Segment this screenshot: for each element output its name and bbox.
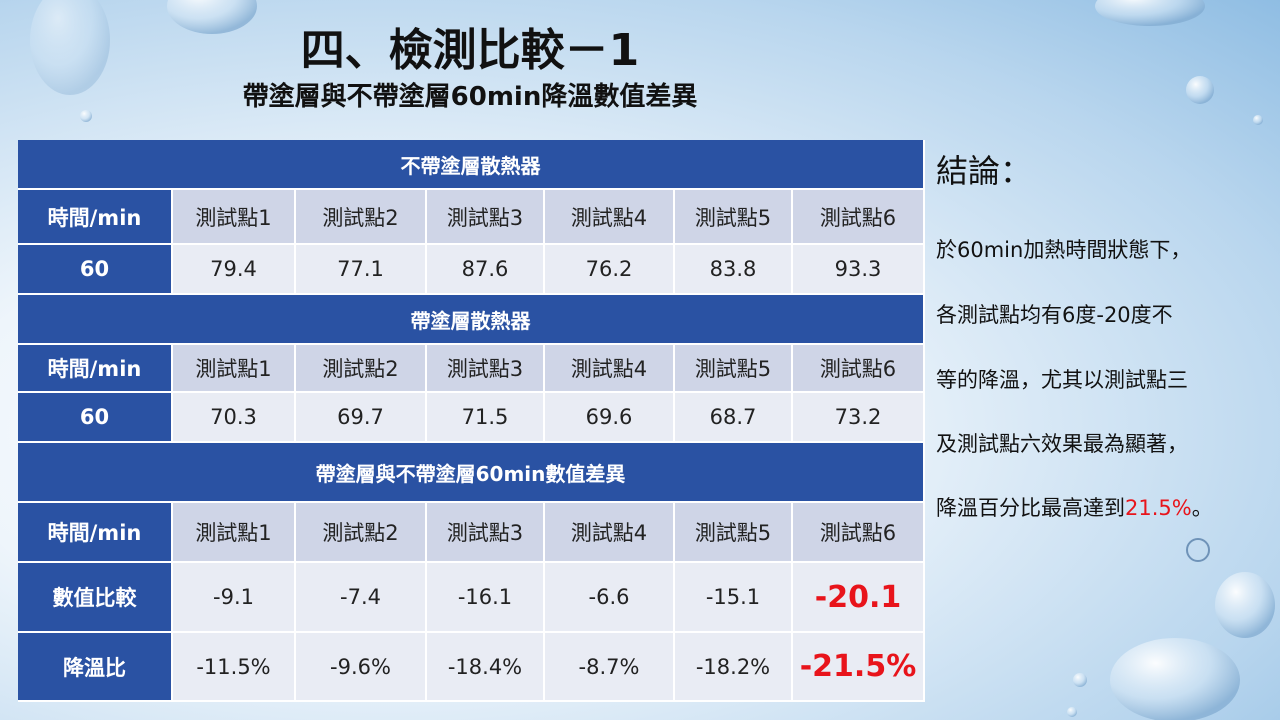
conclusion-line: 各測試點均有6度-20度不 bbox=[936, 303, 1173, 327]
table-cell: 79.4 bbox=[173, 245, 296, 295]
column-header: 測試點2 bbox=[296, 503, 427, 563]
table-cell: -8.7% bbox=[545, 633, 675, 702]
column-header: 測試點6 bbox=[793, 345, 925, 393]
row-label: 60 bbox=[18, 245, 173, 295]
row-label: 數值比較 bbox=[18, 563, 173, 633]
table-cell: -9.6% bbox=[296, 633, 427, 702]
table-cell: -18.2% bbox=[675, 633, 793, 702]
table-cell: 71.5 bbox=[427, 393, 545, 443]
table-cell: -7.4 bbox=[296, 563, 427, 633]
section-title: 帶塗層與不帶塗層60min數值差異 bbox=[18, 443, 925, 503]
row-label: 降溫比 bbox=[18, 633, 173, 702]
column-header: 測試點3 bbox=[427, 190, 545, 245]
column-header: 測試點2 bbox=[296, 190, 427, 245]
conclusion-line: 等的降溫，尤其以測試點三 bbox=[936, 368, 1188, 392]
row-label: 時間/min bbox=[18, 345, 173, 393]
table-cell: 83.8 bbox=[675, 245, 793, 295]
table-cell: 76.2 bbox=[545, 245, 675, 295]
table-cell: -20.1 bbox=[793, 563, 925, 633]
table-cell: 69.6 bbox=[545, 393, 675, 443]
table-cell: -9.1 bbox=[173, 563, 296, 633]
table-cell: 70.3 bbox=[173, 393, 296, 443]
conclusion-heading: 結論： bbox=[936, 152, 1033, 190]
column-header: 測試點4 bbox=[545, 345, 675, 393]
column-header: 測試點2 bbox=[296, 345, 427, 393]
row-label: 60 bbox=[18, 393, 173, 443]
column-header: 測試點3 bbox=[427, 503, 545, 563]
column-header: 測試點4 bbox=[545, 503, 675, 563]
column-header: 測試點5 bbox=[675, 345, 793, 393]
column-header: 測試點5 bbox=[675, 503, 793, 563]
column-header: 測試點4 bbox=[545, 190, 675, 245]
table-cell: -21.5% bbox=[793, 633, 925, 702]
table-cell: -18.4% bbox=[427, 633, 545, 702]
text-span: 降溫百分比最高達到 bbox=[936, 496, 1125, 520]
conclusion-line: 及測試點六效果最為顯著， bbox=[936, 432, 1188, 456]
highlight-value: 21.5% bbox=[1125, 496, 1192, 520]
table-cell: 69.7 bbox=[296, 393, 427, 443]
conclusion-line: 降溫百分比最高達到21.5%。 bbox=[936, 492, 1213, 522]
table-cell: -15.1 bbox=[675, 563, 793, 633]
table-cell: 77.1 bbox=[296, 245, 427, 295]
title: 四、檢測比較－1 bbox=[300, 25, 640, 76]
row-label: 時間/min bbox=[18, 190, 173, 245]
column-header: 測試點5 bbox=[675, 190, 793, 245]
table-cell: 73.2 bbox=[793, 393, 925, 443]
section-title: 不帶塗層散熱器 bbox=[18, 140, 925, 190]
row-label: 時間/min bbox=[18, 503, 173, 563]
column-header: 測試點6 bbox=[793, 190, 925, 245]
conclusion-line: 於60min加熱時間狀態下， bbox=[936, 238, 1192, 262]
column-header: 測試點1 bbox=[173, 503, 296, 563]
column-header: 測試點6 bbox=[793, 503, 925, 563]
table-cell: -6.6 bbox=[545, 563, 675, 633]
table-cell: 87.6 bbox=[427, 245, 545, 295]
table-cell: 68.7 bbox=[675, 393, 793, 443]
column-header: 測試點1 bbox=[173, 190, 296, 245]
subtitle: 帶塗層與不帶塗層60min降溫數值差異 bbox=[242, 82, 698, 112]
text-span: 。 bbox=[1191, 496, 1213, 520]
table-cell: -11.5% bbox=[173, 633, 296, 702]
column-header: 測試點1 bbox=[173, 345, 296, 393]
column-header: 測試點3 bbox=[427, 345, 545, 393]
table-cell: -16.1 bbox=[427, 563, 545, 633]
table-cell: 93.3 bbox=[793, 245, 925, 295]
section-title: 帶塗層散熱器 bbox=[18, 295, 925, 345]
